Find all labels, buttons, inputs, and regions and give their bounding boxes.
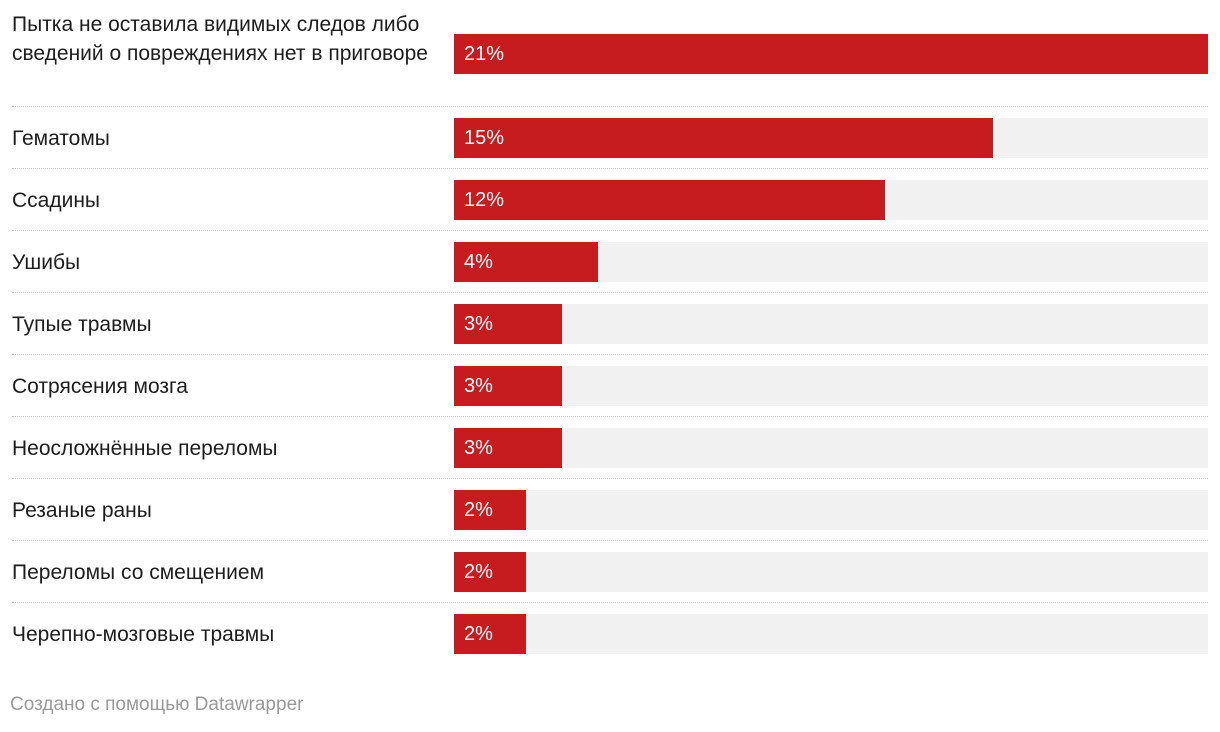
value-label: 3% <box>464 313 493 335</box>
bar <box>454 490 526 530</box>
chart-row: Гематомы 15% <box>12 107 1208 169</box>
value-label: 21% <box>464 43 505 65</box>
category-label: Сотрясения мозга <box>12 375 188 398</box>
category-label: Ссадины <box>12 189 101 212</box>
category-label: Переломы со смещением <box>12 561 264 584</box>
category-label: Тупые травмы <box>12 313 152 336</box>
chart-row: Переломы со смещением 2% <box>12 541 1208 603</box>
category-label: Резаные раны <box>12 499 152 522</box>
bar-track: 3% <box>454 428 1208 468</box>
value-label: 2% <box>464 623 493 645</box>
value-label: 4% <box>464 251 493 273</box>
bar <box>454 552 526 592</box>
category-label: Неосложнённые переломы <box>12 437 278 460</box>
chart-row: Ушибы 4% <box>12 231 1208 293</box>
bar-track: 3% <box>454 304 1208 344</box>
bar-track: 2% <box>454 490 1208 530</box>
bar <box>454 428 562 468</box>
bar <box>454 34 1208 74</box>
bar-track: 21% <box>454 34 1208 74</box>
chart-row: Резаные раны 2% <box>12 479 1208 541</box>
chart-row: Пытка не оставила видимых следов либо св… <box>12 0 1208 107</box>
bar-track: 4% <box>454 242 1208 282</box>
chart-row: Черепно-мозговые травмы 2% <box>12 603 1208 664</box>
value-label: 2% <box>464 499 493 521</box>
bar-track: 12% <box>454 180 1208 220</box>
value-label: 2% <box>464 561 493 583</box>
bar <box>454 180 885 220</box>
bar-track: 2% <box>454 614 1208 654</box>
bar-track: 15% <box>454 118 1208 158</box>
chart-row: Сотрясения мозга 3% <box>12 355 1208 417</box>
category-label: Гематомы <box>12 127 110 150</box>
value-label: 3% <box>464 375 493 397</box>
bar-track: 3% <box>454 366 1208 406</box>
chart-row: Неосложнённые переломы 3% <box>12 417 1208 479</box>
value-label: 15% <box>464 127 505 149</box>
bar-track: 2% <box>454 552 1208 592</box>
datawrapper-credit[interactable]: Создано с помощью Datawrapper <box>10 694 304 715</box>
category-label: Пытка не оставила видимых следов либо св… <box>12 13 428 65</box>
category-label: Черепно-мозговые травмы <box>12 623 275 646</box>
bar <box>454 118 993 158</box>
chart-row: Тупые травмы 3% <box>12 293 1208 355</box>
bar <box>454 614 526 654</box>
value-label: 12% <box>464 189 505 211</box>
bar <box>454 242 598 282</box>
bar <box>454 304 562 344</box>
bar <box>454 366 562 406</box>
category-label: Ушибы <box>12 251 81 274</box>
chart-row: Ссадины 12% <box>12 169 1208 231</box>
value-label: 3% <box>464 437 493 459</box>
